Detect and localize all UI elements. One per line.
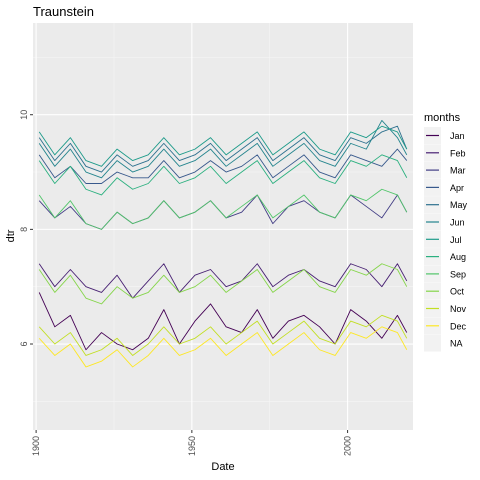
x-tick-label: 2000 xyxy=(343,436,353,456)
x-tick-label: 1950 xyxy=(187,436,197,456)
x-axis-title: Date xyxy=(211,461,234,473)
legend-entry: Dec xyxy=(424,317,467,335)
plot-panel xyxy=(33,23,413,430)
legend-entry: NA xyxy=(424,334,463,352)
legend-entry: Jul xyxy=(424,230,462,248)
axes: 1900 1950 2000 6 8 10 xyxy=(19,110,353,456)
legend: months Jan Feb Mar Apr May Jun Jul Aug Sep Oct Nov… xyxy=(424,112,468,352)
legend-label: Jan xyxy=(450,131,465,141)
series-line-jun xyxy=(38,119,408,179)
y-tick-label: 8 xyxy=(19,227,29,232)
legend-entry: May xyxy=(424,196,468,214)
series-lines xyxy=(38,119,408,368)
legend-label: Jul xyxy=(450,235,462,245)
legend-entry: Jan xyxy=(424,127,465,144)
legend-entry: Mar xyxy=(424,161,466,179)
y-tick-label: 6 xyxy=(19,342,29,347)
legend-entry: Apr xyxy=(424,178,464,196)
y-tick-label: 10 xyxy=(19,110,29,120)
legend-label: Aug xyxy=(450,252,466,262)
legend-entry: Jun xyxy=(424,213,465,231)
chart-title: Traunstein xyxy=(33,4,94,19)
x-tick-label: 1900 xyxy=(31,436,41,456)
series-line-apr xyxy=(38,148,408,184)
legend-label: Nov xyxy=(450,304,467,314)
series-line-aug xyxy=(38,154,408,196)
legend-key-box xyxy=(424,334,441,352)
legend-label: Feb xyxy=(450,148,466,158)
legend-label: Dec xyxy=(450,321,467,331)
legend-entry: Aug xyxy=(424,248,466,266)
legend-label: May xyxy=(450,200,468,210)
legend-label: Oct xyxy=(450,287,465,297)
series-line-jul xyxy=(38,125,408,167)
legend-label: Sep xyxy=(450,269,466,279)
legend-label: Mar xyxy=(450,166,466,176)
legend-entry: Sep xyxy=(424,265,466,283)
legend-entry: Feb xyxy=(424,144,466,162)
series-line-feb xyxy=(38,263,408,299)
legend-label: Apr xyxy=(450,183,464,193)
series-line-oct xyxy=(38,263,408,305)
series-line-sep xyxy=(38,188,408,230)
legend-entry: Nov xyxy=(424,300,467,317)
series-line-dec xyxy=(38,326,408,368)
legend-label: NA xyxy=(450,339,463,349)
grid xyxy=(33,23,413,430)
y-axis-title: dtr xyxy=(5,229,17,242)
legend-title: months xyxy=(424,112,461,124)
legend-entry: Oct xyxy=(424,282,465,300)
series-line-nov xyxy=(38,314,408,356)
series-line-jan xyxy=(38,292,408,351)
legend-label: Jun xyxy=(450,218,465,228)
series-line-may xyxy=(38,125,408,173)
